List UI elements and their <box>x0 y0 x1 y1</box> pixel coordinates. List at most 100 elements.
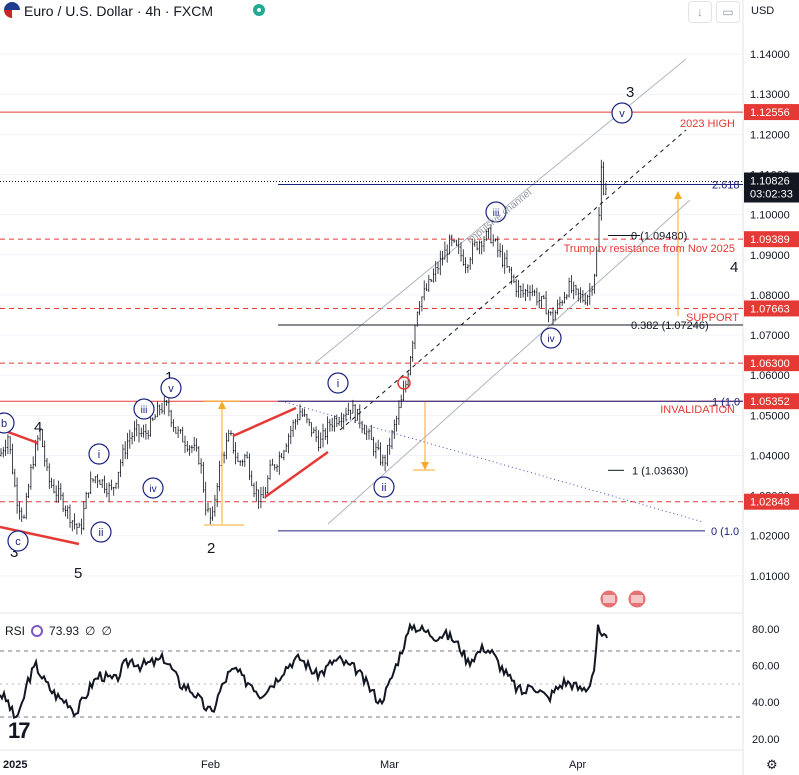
wave-ii-circle-left: ii <box>90 521 112 543</box>
us-event-icon[interactable] <box>599 589 619 609</box>
price-lines <box>0 111 743 503</box>
svg-text:b: b <box>1 418 7 430</box>
rsi-tick-label: 60.00 <box>752 661 780 673</box>
calendar-icon[interactable]: ▭ <box>716 1 740 23</box>
rsi-extra-1: ∅ <box>85 624 96 638</box>
current-price-tag: 1.10826 03:02:33 <box>0 172 799 203</box>
price-tag-bg <box>744 493 799 510</box>
wave-4-left: 4 <box>34 419 42 436</box>
svg-text:iv: iv <box>149 484 156 495</box>
time-label-feb: Feb <box>201 759 220 771</box>
channel-lower <box>327 199 691 525</box>
rsi-title: RSI <box>5 624 26 638</box>
arrow-down-icon[interactable]: ↓ <box>688 1 712 23</box>
price-tick-label: 1.07000 <box>750 330 790 342</box>
rsi-legend[interactable]: RSI 73.93 ∅ ∅ <box>5 624 112 638</box>
rsi-line <box>0 622 608 719</box>
wave-1: 1 <box>165 369 173 386</box>
wave-iii-circle: iii <box>485 201 507 223</box>
svg-text:ii: ii <box>99 527 104 539</box>
price-tick-label: 1.09000 <box>750 250 790 262</box>
svg-text:i: i <box>337 378 339 390</box>
wave-3-left: 3 <box>10 544 18 561</box>
market-open-dot-icon <box>253 4 265 16</box>
label-invalidation: INVALIDATION <box>660 404 735 416</box>
rsi-pane: 80.00 60.00 40.00 20.00 <box>0 622 780 746</box>
time-axis[interactable]: 2025 Feb Mar Apr <box>3 759 586 771</box>
wave-v-circle: v <box>611 102 633 124</box>
wave-2: 2 <box>207 540 215 557</box>
price-tick-label: 1.08000 <box>750 290 790 302</box>
price-tag-label: 1.12556 <box>750 107 790 119</box>
fib-label: 0 (1.09480) <box>631 231 687 243</box>
price-tick-label: 1.04000 <box>750 450 790 462</box>
eu-us-flag-icon[interactable] <box>4 2 20 18</box>
price-tag-label: 1.02848 <box>750 497 790 509</box>
price-tick-label: 1.06000 <box>750 370 790 382</box>
us-event-icon-2[interactable] <box>627 589 647 609</box>
rsi-tick-label: 20.00 <box>752 734 780 746</box>
rsi-value: 73.93 <box>49 624 80 638</box>
time-label-mar: Mar <box>380 759 399 771</box>
price-tick-label: 1.01000 <box>750 571 790 583</box>
price-tick-label: 1.14000 <box>750 49 790 61</box>
svg-text:v: v <box>619 108 625 120</box>
wave-iii-circle-left: iii <box>133 398 155 420</box>
wave-ii-circle: ii <box>373 476 395 498</box>
rsi-axis: 80.00 60.00 40.00 20.00 <box>752 624 780 746</box>
price-tick-label: 1.12000 <box>750 129 790 141</box>
price-tag-bg <box>744 393 799 410</box>
breakout-marker <box>397 376 411 390</box>
currency-selector[interactable]: USD <box>751 5 775 17</box>
fib-label: 1 (1.03630) <box>632 465 688 477</box>
svg-text:i: i <box>98 449 100 461</box>
wave-c-circle: c <box>7 530 29 552</box>
price-tick-label: 1.05000 <box>750 410 790 422</box>
rsi-extra-2: ∅ <box>101 624 112 638</box>
fib-levels: 2.618 0 (1.09480) 0.382 (1.07246) 1 (1.0 1 (… <box>278 180 743 538</box>
current-price-countdown: 03:02:33 <box>750 189 793 201</box>
price-tags: 1.12556 1.09389 1.07663 1.06300 1.05352 1.028… <box>744 104 799 510</box>
wave-5: 5 <box>74 565 82 582</box>
tradingview-logo[interactable]: 17 <box>8 718 31 743</box>
price-tag-label: 1.07663 <box>750 303 790 315</box>
symbol-title[interactable]: Euro / U.S. Dollar · 4h · FXCM <box>24 3 214 19</box>
chart-header: Euro / U.S. Dollar · 4h · FXCM ↓ ▭ <box>0 0 740 23</box>
price-tag-bg <box>744 300 799 317</box>
price-tick-label: 1.02000 <box>750 531 790 543</box>
svg-text:iii: iii <box>141 405 148 416</box>
wave-labels: 3 4 5 1 2 3 4 b c i ii iii iv v i ii iii… <box>0 84 738 582</box>
price-tag-label: 1.09389 <box>750 234 790 246</box>
wave-iv-circle: iv <box>540 327 562 349</box>
rsi-icon <box>31 625 44 637</box>
rsi-tick-label: 40.00 <box>752 697 780 709</box>
current-price-value: 1.10826 <box>750 176 790 188</box>
price-tick-label: 1.13000 <box>750 89 790 101</box>
settings-icon[interactable]: ⚙ <box>766 757 778 772</box>
measured-moves <box>204 191 682 526</box>
grid <box>0 53 743 577</box>
wave-3: 3 <box>626 84 634 101</box>
fib-label: 2.618 <box>712 180 740 192</box>
price-tag-label: 1.06300 <box>750 358 790 370</box>
svg-text:c: c <box>15 536 21 548</box>
time-label-2025: 2025 <box>3 759 27 771</box>
wave-4: 4 <box>730 259 738 276</box>
fib-label: 0.382 (1.07246) <box>631 320 709 332</box>
price-tag-bg <box>744 104 799 121</box>
red-pattern-lines <box>0 406 329 546</box>
label-trump-resistance: Trump tv resistance from Nov 2025 <box>564 243 735 255</box>
label-impulsive-channel: Impulsive channel <box>465 187 534 246</box>
svg-text:ii: ii <box>382 482 387 494</box>
wave-b-circle: b <box>0 412 15 434</box>
svg-text:iv: iv <box>547 334 554 345</box>
rsi-tick-label: 80.00 <box>752 624 780 636</box>
blue-dotted-trendline <box>284 401 704 523</box>
wave-i-circle: i <box>327 372 349 394</box>
candles <box>0 159 607 535</box>
wave-i-circle-left: i <box>88 443 110 465</box>
wave-v-circle-left: v <box>160 377 182 399</box>
svg-text:iii: iii <box>493 208 500 219</box>
fib-label: 0 (1.0 <box>711 526 739 538</box>
